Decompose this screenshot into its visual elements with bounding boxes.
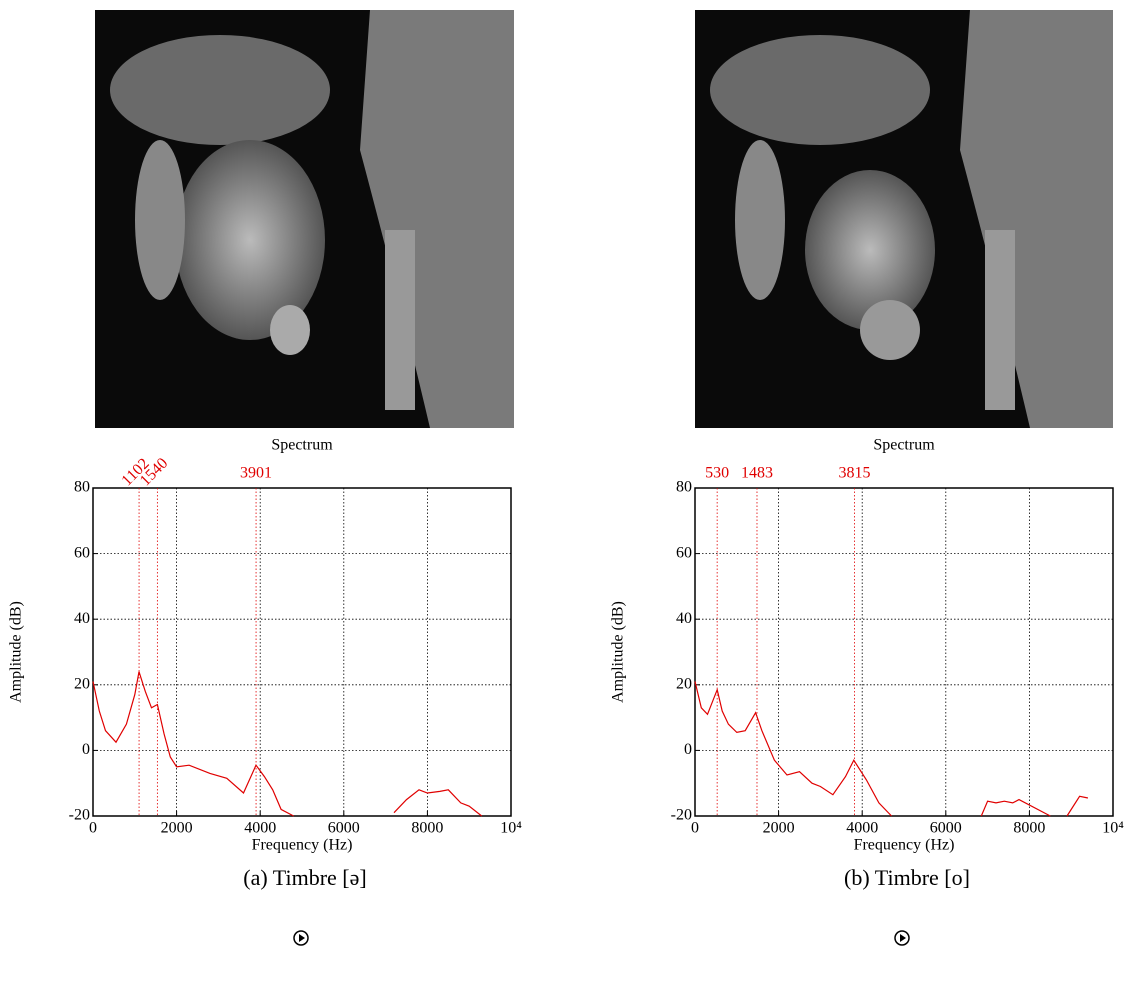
- chart-title: Spectrum: [271, 437, 333, 454]
- x-tick-label: 8000: [411, 820, 443, 837]
- x-tick-label: 10⁴: [500, 820, 522, 837]
- x-tick-label: 0: [691, 820, 699, 837]
- formant-label: 530: [705, 465, 729, 482]
- plot-frame: [92, 487, 512, 817]
- y-tick-label: 60: [74, 544, 90, 561]
- x-tick-label: 0: [89, 820, 97, 837]
- y-tick-label: 80: [74, 479, 90, 496]
- x-tick-label: 2000: [763, 820, 795, 837]
- x-axis-label: Frequency (Hz): [854, 837, 955, 854]
- x-tick-label: 6000: [930, 820, 962, 837]
- y-axis-label: Amplitude (dB): [610, 601, 627, 703]
- y-tick-label: 0: [684, 741, 692, 758]
- formant-label: 1483: [741, 465, 773, 482]
- x-tick-label: 8000: [1013, 820, 1045, 837]
- x-tick-label: 4000: [244, 820, 276, 837]
- x-tick-label: 4000: [846, 820, 878, 837]
- chart-title: Spectrum: [873, 437, 935, 454]
- x-tick-label: 2000: [161, 820, 193, 837]
- caption: (b) Timbre [o]: [844, 865, 970, 890]
- formant-label: 3901: [240, 465, 272, 482]
- y-tick-label: 60: [676, 544, 692, 561]
- spectrum-line: [92, 671, 483, 817]
- y-tick-label: 20: [676, 675, 692, 692]
- formant-label: 3815: [838, 465, 870, 482]
- plot-frame: [694, 487, 1114, 817]
- y-axis-label: Amplitude (dB): [8, 601, 25, 703]
- caption: (a) Timbre [ə]: [243, 865, 366, 890]
- mri-image: [695, 10, 1113, 428]
- spectrum-line: [694, 681, 1089, 817]
- y-tick-label: -20: [69, 807, 90, 824]
- y-tick-label: -20: [671, 807, 692, 824]
- x-tick-label: 10⁴: [1102, 820, 1124, 837]
- y-tick-label: 0: [82, 741, 90, 758]
- play-button[interactable]: [293, 930, 309, 946]
- y-tick-label: 80: [676, 479, 692, 496]
- mri-image: [95, 10, 514, 428]
- play-button[interactable]: [894, 930, 910, 946]
- x-tick-label: 6000: [328, 820, 360, 837]
- y-tick-label: 20: [74, 675, 90, 692]
- x-axis-label: Frequency (Hz): [252, 837, 353, 854]
- y-tick-label: 40: [74, 610, 90, 627]
- y-tick-label: 40: [676, 610, 692, 627]
